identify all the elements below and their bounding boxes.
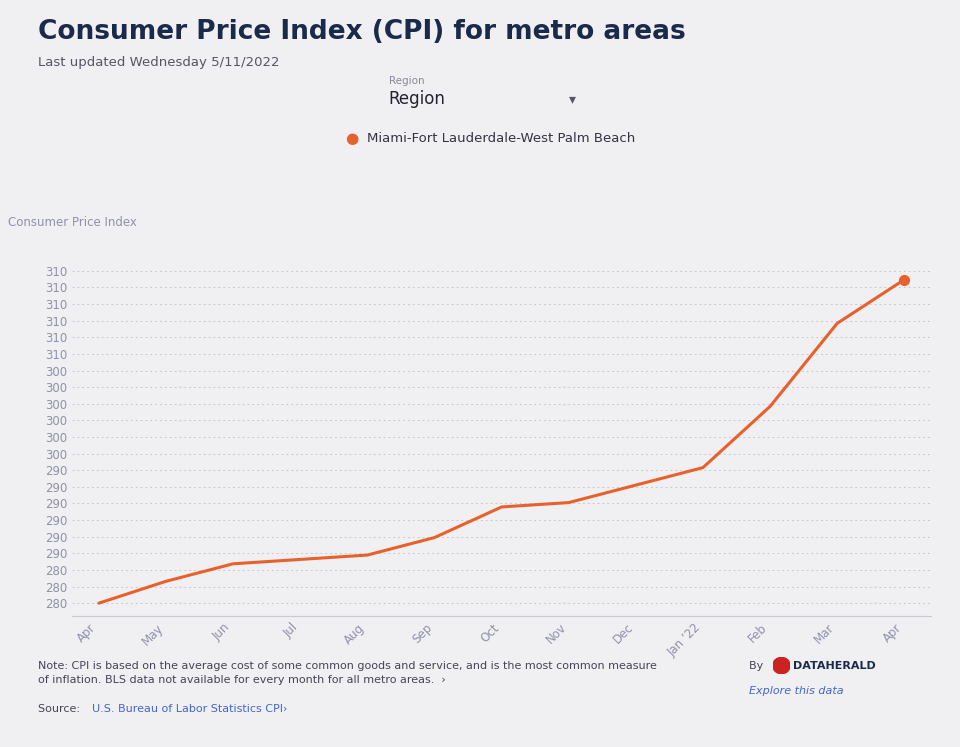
Text: Note: CPI is based on the average cost of some common goods and service, and is : Note: CPI is based on the average cost o… bbox=[38, 661, 658, 685]
Text: ▾: ▾ bbox=[569, 92, 576, 106]
Text: Miami-Fort Lauderdale-West Palm Beach: Miami-Fort Lauderdale-West Palm Beach bbox=[367, 131, 635, 145]
Text: By: By bbox=[749, 661, 770, 671]
Text: Consumer Price Index: Consumer Price Index bbox=[8, 216, 136, 229]
Circle shape bbox=[773, 657, 790, 674]
Text: Source:: Source: bbox=[38, 704, 87, 713]
Text: ●: ● bbox=[346, 131, 359, 146]
Text: Last updated Wednesday 5/11/2022: Last updated Wednesday 5/11/2022 bbox=[38, 56, 280, 69]
Text: Explore this data: Explore this data bbox=[749, 686, 844, 695]
Text: Region: Region bbox=[389, 76, 424, 86]
Text: Region: Region bbox=[389, 90, 445, 108]
Text: DATAHERALD: DATAHERALD bbox=[793, 661, 876, 671]
Text: Consumer Price Index (CPI) for metro areas: Consumer Price Index (CPI) for metro are… bbox=[38, 19, 686, 45]
Text: U.S. Bureau of Labor Statistics CPI›: U.S. Bureau of Labor Statistics CPI› bbox=[92, 704, 288, 713]
